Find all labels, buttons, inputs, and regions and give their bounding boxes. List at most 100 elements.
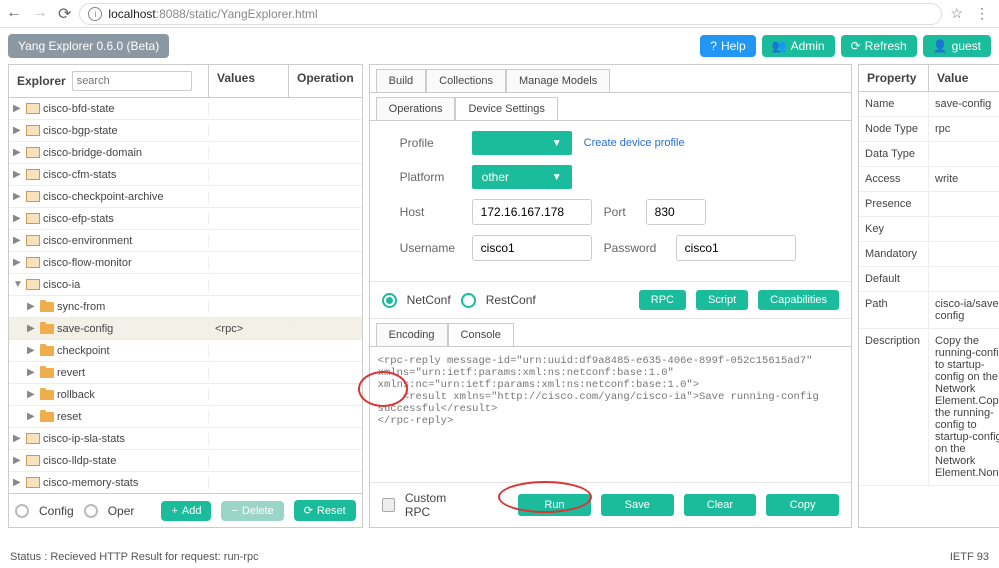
property-name: Node Type bbox=[859, 117, 929, 141]
tree-row[interactable]: ▶ cisco-efp-stats bbox=[9, 208, 362, 230]
twisty-icon[interactable]: ▶ bbox=[13, 169, 23, 180]
restconf-radio[interactable] bbox=[461, 293, 476, 308]
tree-row[interactable]: ▶sync-from bbox=[9, 296, 362, 318]
profile-dropdown[interactable]: ▼ bbox=[472, 131, 572, 155]
folder-icon bbox=[40, 390, 54, 400]
folder-icon bbox=[40, 368, 54, 378]
property-name: Key bbox=[859, 217, 929, 241]
password-input[interactable] bbox=[676, 235, 796, 261]
twisty-icon[interactable]: ▶ bbox=[27, 411, 37, 422]
url-bar[interactable]: i localhost:8088/static/YangExplorer.htm… bbox=[79, 3, 942, 25]
module-icon bbox=[26, 147, 40, 158]
port-label: Port bbox=[604, 205, 634, 219]
copy-button[interactable]: Copy bbox=[766, 494, 839, 516]
title-bar: Yang Explorer 0.6.0 (Beta) ?Help 👥Admin … bbox=[0, 28, 999, 64]
twisty-icon[interactable]: ▶ bbox=[13, 213, 23, 224]
add-button[interactable]: +Add bbox=[161, 501, 211, 521]
bookmark-icon[interactable]: ☆ bbox=[950, 5, 963, 22]
footer-text: IETF 93 bbox=[950, 551, 989, 563]
subtab-operations[interactable]: Operations bbox=[376, 97, 456, 120]
port-input[interactable] bbox=[646, 199, 706, 225]
tree-label: cisco-environment bbox=[43, 235, 132, 247]
forward-icon[interactable]: → bbox=[32, 4, 48, 24]
tree-row[interactable]: ▶rollback bbox=[9, 384, 362, 406]
admin-button[interactable]: 👥Admin bbox=[762, 35, 835, 57]
tree-row[interactable]: ▶revert bbox=[9, 362, 362, 384]
module-icon bbox=[26, 191, 40, 202]
twisty-icon[interactable]: ▶ bbox=[13, 455, 23, 466]
value-header: Value bbox=[929, 65, 999, 91]
property-row: Presence bbox=[859, 192, 999, 217]
reset-button[interactable]: ⟳Reset bbox=[294, 500, 356, 521]
twisty-icon[interactable]: ▶ bbox=[13, 235, 23, 246]
twisty-icon[interactable]: ▶ bbox=[27, 389, 37, 400]
tab-build[interactable]: Build bbox=[376, 69, 426, 92]
menu-icon[interactable]: ⋮ bbox=[975, 5, 989, 22]
help-button[interactable]: ?Help bbox=[700, 35, 755, 57]
platform-dropdown[interactable]: other▼ bbox=[472, 165, 572, 189]
model-tree[interactable]: ▶cisco-bfd-state▶cisco-bgp-state▶cisco-b… bbox=[9, 98, 362, 493]
tree-row[interactable]: ▶cisco-flow-monitor bbox=[9, 252, 362, 274]
rpc-button[interactable]: RPC bbox=[639, 290, 686, 310]
capabilities-button[interactable]: Capabilities bbox=[758, 290, 839, 310]
create-profile-link[interactable]: Create device profile bbox=[584, 137, 685, 149]
host-input[interactable] bbox=[472, 199, 592, 225]
tree-row[interactable]: ▶reset bbox=[9, 406, 362, 428]
delete-button[interactable]: −Delete bbox=[221, 501, 283, 521]
tab-console[interactable]: Console bbox=[448, 323, 514, 346]
property-name: Default bbox=[859, 267, 929, 291]
config-radio[interactable] bbox=[15, 504, 29, 518]
property-row: Key bbox=[859, 217, 999, 242]
netconf-radio[interactable] bbox=[382, 293, 397, 308]
info-icon[interactable]: i bbox=[88, 7, 102, 21]
tab-manage-models[interactable]: Manage Models bbox=[506, 69, 610, 92]
twisty-icon[interactable]: ▶ bbox=[27, 367, 37, 378]
search-input[interactable] bbox=[72, 71, 192, 91]
tree-row[interactable]: ▶cisco-bfd-state bbox=[9, 98, 362, 120]
tree-row[interactable]: ▼cisco-ia bbox=[9, 274, 362, 296]
property-row: Data Type bbox=[859, 142, 999, 167]
tab-encoding[interactable]: Encoding bbox=[376, 323, 448, 346]
tab-collections[interactable]: Collections bbox=[426, 69, 506, 92]
username-input[interactable] bbox=[472, 235, 592, 261]
twisty-icon[interactable]: ▶ bbox=[13, 147, 23, 158]
guest-button[interactable]: 👤guest bbox=[923, 35, 991, 57]
tree-row[interactable]: ▶cisco-cfm-stats bbox=[9, 164, 362, 186]
refresh-button[interactable]: ⟳Refresh bbox=[841, 35, 917, 57]
back-icon[interactable]: ← bbox=[6, 4, 22, 24]
tree-row[interactable]: ▶checkpoint bbox=[9, 340, 362, 362]
property-name: Description bbox=[859, 329, 929, 485]
tree-row[interactable]: ▶save-config<rpc> bbox=[9, 318, 362, 340]
twisty-icon[interactable]: ▶ bbox=[27, 345, 37, 356]
tree-row[interactable]: ▶cisco-memory-stats bbox=[9, 472, 362, 493]
twisty-icon[interactable]: ▼ bbox=[13, 279, 23, 290]
twisty-icon[interactable]: ▶ bbox=[27, 301, 37, 312]
module-icon bbox=[26, 279, 40, 290]
oper-radio[interactable] bbox=[84, 504, 98, 518]
reload-icon[interactable]: ⟳ bbox=[58, 4, 71, 24]
twisty-icon[interactable]: ▶ bbox=[13, 125, 23, 136]
save-button[interactable]: Save bbox=[601, 494, 674, 516]
twisty-icon[interactable]: ▶ bbox=[13, 103, 23, 114]
tree-row[interactable]: ▶cisco-ip-sla-stats bbox=[9, 428, 362, 450]
tree-label: cisco-efp-stats bbox=[43, 213, 114, 225]
tree-row[interactable]: ▶cisco-lldp-state bbox=[9, 450, 362, 472]
script-button[interactable]: Script bbox=[696, 290, 748, 310]
twisty-icon[interactable]: ▶ bbox=[27, 323, 37, 334]
tree-row[interactable]: ▶ cisco-environment bbox=[9, 230, 362, 252]
subtab-device-settings[interactable]: Device Settings bbox=[455, 97, 557, 120]
tree-row[interactable]: ▶cisco-bgp-state bbox=[9, 120, 362, 142]
property-name: Presence bbox=[859, 192, 929, 216]
twisty-icon[interactable]: ▶ bbox=[13, 433, 23, 444]
console-output[interactable]: <rpc-reply message-id="urn:uuid:df9a8485… bbox=[370, 347, 851, 483]
property-value: Copy the running-config to startup-confi… bbox=[929, 329, 999, 485]
clear-button[interactable]: Clear bbox=[684, 494, 757, 516]
custom-rpc-checkbox[interactable] bbox=[382, 498, 395, 512]
twisty-icon[interactable]: ▶ bbox=[13, 477, 23, 488]
tree-row[interactable]: ▶cisco-bridge-domain bbox=[9, 142, 362, 164]
run-button[interactable]: Run bbox=[518, 494, 591, 516]
tree-row[interactable]: ▶cisco-checkpoint-archive bbox=[9, 186, 362, 208]
property-value bbox=[929, 267, 999, 291]
twisty-icon[interactable]: ▶ bbox=[13, 257, 23, 268]
twisty-icon[interactable]: ▶ bbox=[13, 191, 23, 202]
